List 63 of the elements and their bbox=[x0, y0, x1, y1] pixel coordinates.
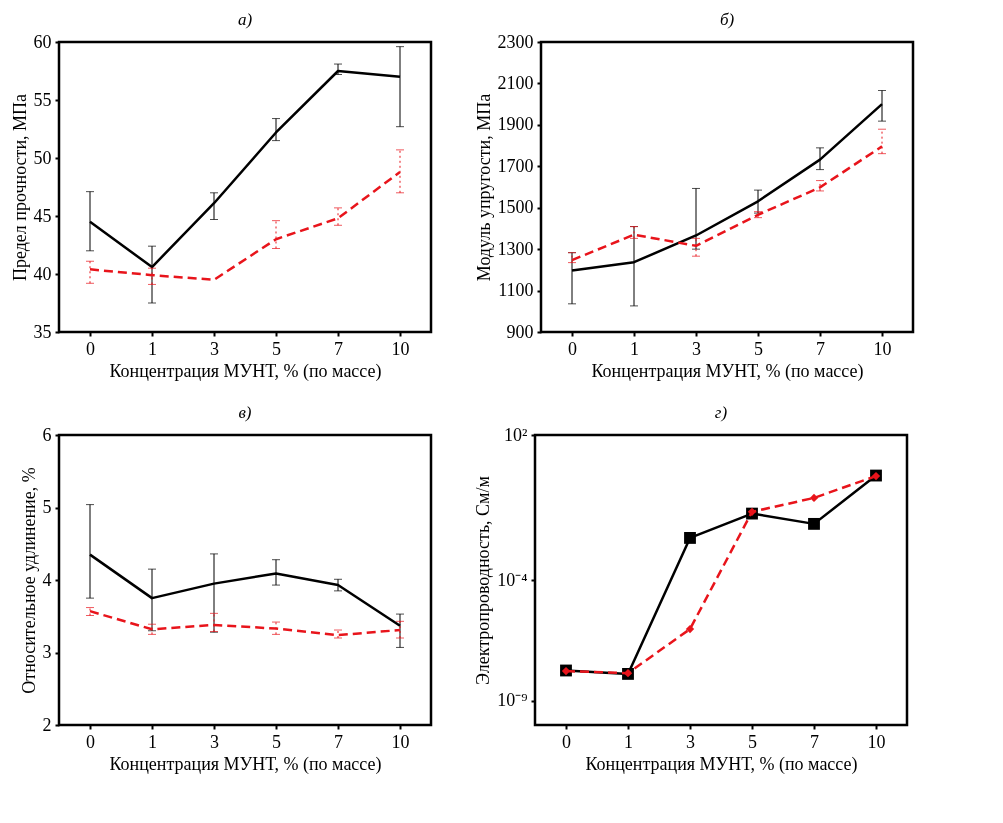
line-series bbox=[88, 609, 402, 637]
point bbox=[809, 493, 819, 503]
x-tick-label: 1 bbox=[148, 731, 157, 752]
x-tick-label: 10 bbox=[867, 731, 886, 752]
x-tick-label: 0 bbox=[562, 731, 571, 752]
x-tick-label: 3 bbox=[210, 338, 219, 359]
point bbox=[808, 517, 820, 530]
x-tick-label: 3 bbox=[692, 338, 701, 359]
y-tick-label: 45 bbox=[33, 205, 52, 226]
x-tick-label: 1 bbox=[624, 731, 633, 752]
y-tick-label: 35 bbox=[33, 321, 52, 342]
y-tick-label: 1900 bbox=[497, 114, 534, 135]
y-axis-title: Электропроводность, См/м bbox=[473, 476, 494, 685]
x-tick-label: 10 bbox=[391, 731, 410, 752]
point bbox=[685, 624, 695, 634]
y-tick-label: 2100 bbox=[497, 72, 534, 93]
y-tick-label: 1300 bbox=[497, 238, 534, 259]
y-tick-label: 10² bbox=[504, 424, 528, 445]
y-tick-label: 5 bbox=[42, 497, 52, 517]
y-tick-label: 2300 bbox=[497, 31, 534, 52]
x-tick-label: 7 bbox=[810, 731, 819, 752]
y-tick-label: 4 bbox=[42, 569, 52, 590]
y-tick-label: 900 bbox=[506, 321, 534, 342]
chart-title: в) bbox=[238, 403, 252, 422]
y-tick-label: 1700 bbox=[497, 155, 534, 176]
x-tick-label: 1 bbox=[148, 338, 157, 359]
y-tick-label: 55 bbox=[33, 89, 52, 110]
chart-title: г) bbox=[714, 403, 728, 422]
x-tick-label: 10 bbox=[873, 338, 892, 359]
y-tick-label: 40 bbox=[33, 263, 52, 284]
y-tick-label: 50 bbox=[33, 147, 52, 168]
x-tick-label: 1 bbox=[630, 338, 639, 359]
x-tick-label: 7 bbox=[816, 338, 825, 359]
x-tick-label: 5 bbox=[272, 338, 281, 359]
y-tick-label: 10⁻⁹ bbox=[497, 690, 528, 711]
y-tick-label: 3 bbox=[42, 642, 52, 662]
chart-title: а) bbox=[237, 10, 253, 29]
y-axis-title: Предел прочности, МПа bbox=[9, 93, 30, 282]
x-axis-title: Концентрация МУНТ, % (по массе) bbox=[109, 753, 382, 775]
x-tick-label: 0 bbox=[568, 338, 577, 359]
y-axis-title: Относительное удлинение, % bbox=[18, 467, 39, 694]
x-tick-label: 5 bbox=[748, 731, 757, 752]
x-axis-title: Концентрация МУНТ, % (по массе) bbox=[585, 753, 858, 775]
y-tick-label: 1500 bbox=[497, 197, 534, 218]
x-tick-label: 5 bbox=[272, 731, 281, 752]
x-tick-label: 7 bbox=[334, 338, 343, 359]
x-tick-label: 10 bbox=[391, 338, 410, 359]
x-tick-label: 3 bbox=[686, 731, 695, 752]
x-tick-label: 7 bbox=[334, 731, 343, 752]
y-tick-label: 10⁻⁴ bbox=[497, 569, 528, 590]
x-tick-label: 5 bbox=[754, 338, 763, 359]
chart-title: б) bbox=[719, 10, 735, 29]
x-axis-title: Концентрация МУНТ, % (по массе) bbox=[591, 360, 864, 382]
x-tick-label: 0 bbox=[86, 338, 95, 359]
x-tick-label: 3 bbox=[210, 731, 219, 752]
y-axis-title: Модуль упругости, МПа bbox=[473, 93, 494, 282]
y-tick-label: 60 bbox=[33, 31, 52, 52]
y-tick-label: 6 bbox=[42, 424, 52, 445]
x-axis-title: Концентрация МУНТ, % (по массе) bbox=[109, 360, 382, 382]
x-tick-label: 0 bbox=[86, 731, 95, 752]
point bbox=[684, 532, 696, 544]
y-tick-label: 2 bbox=[42, 714, 52, 735]
y-tick-label: 1100 bbox=[498, 280, 534, 301]
